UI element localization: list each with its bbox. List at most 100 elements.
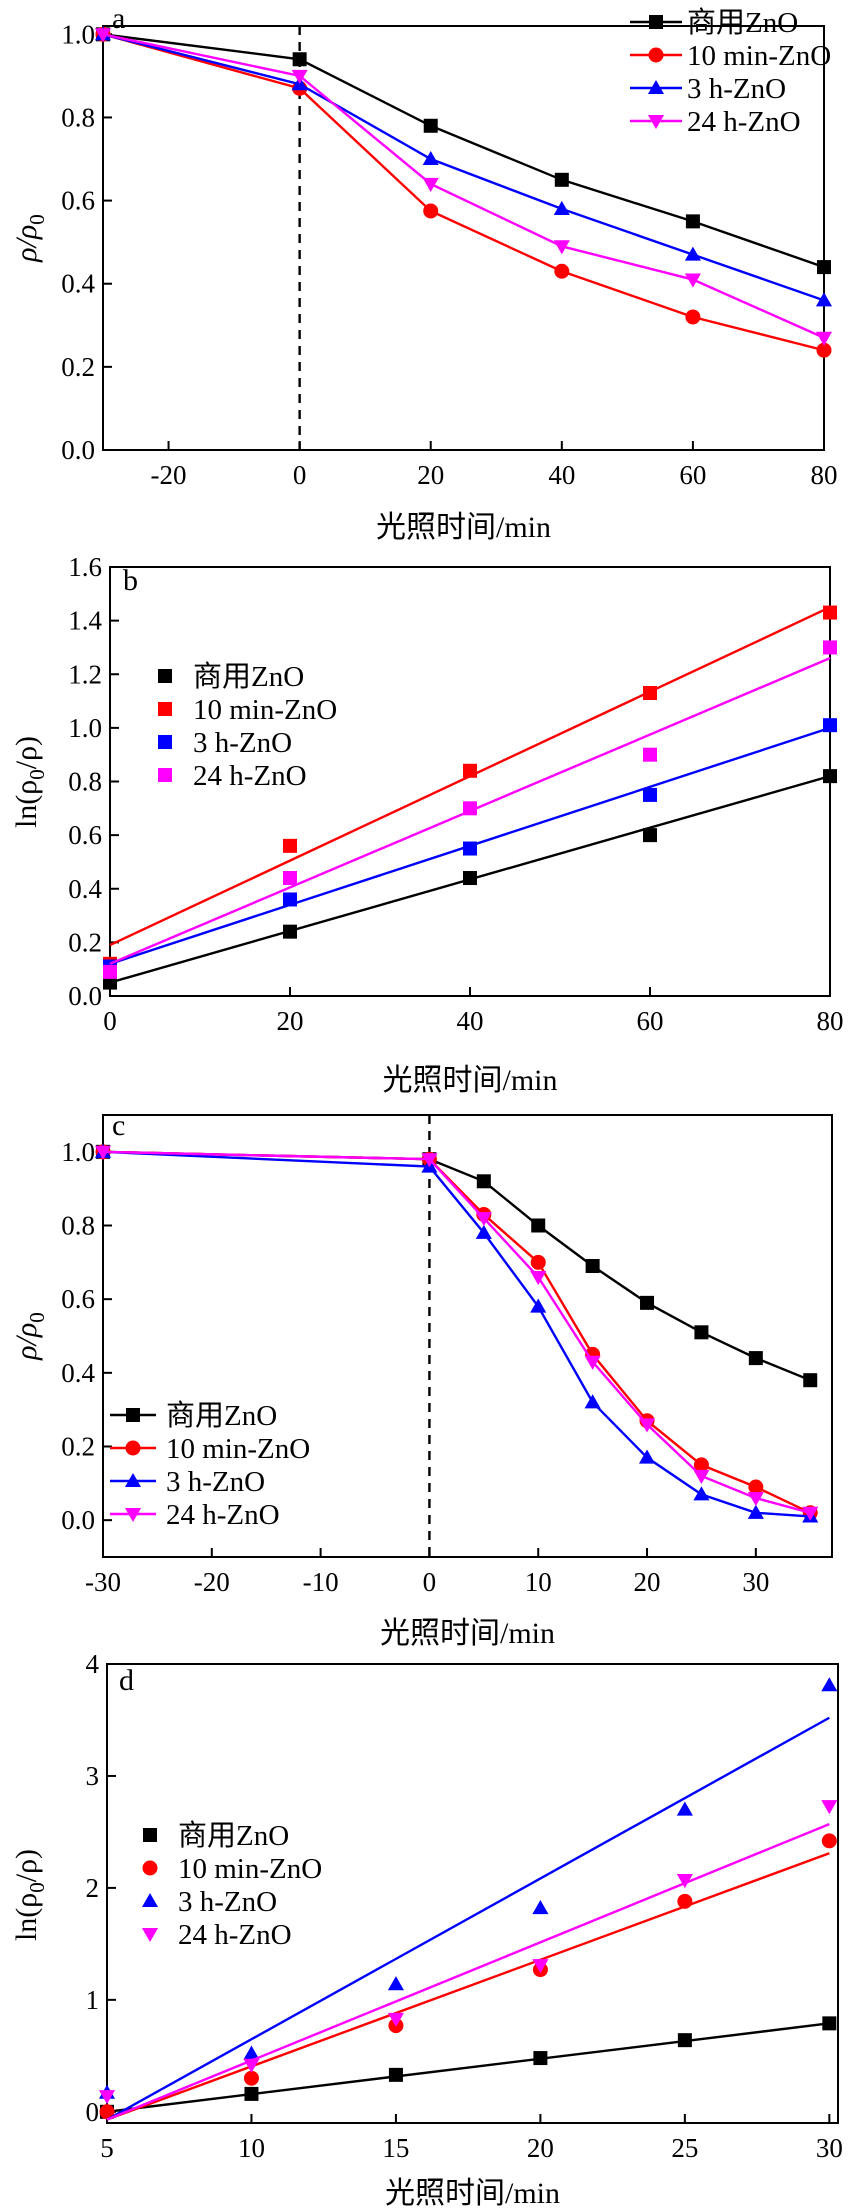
y-tick-label: 0.2	[68, 927, 102, 957]
data-point	[244, 2086, 259, 2101]
legend-label: 商用ZnO	[178, 1819, 289, 1852]
data-point	[103, 975, 117, 990]
data-point	[815, 292, 833, 307]
legend-label: 3 h-ZnO	[178, 1886, 277, 1918]
y-tick-label: 0.0	[61, 1505, 95, 1535]
data-point	[676, 1801, 693, 1816]
series-3	[94, 1145, 819, 1521]
data-point	[125, 1440, 141, 1456]
y-axis-label-main: ρ/ρ	[10, 1323, 43, 1361]
legend-label: 商用ZnO	[687, 6, 798, 39]
chart-panel-b: 0 20 40 60 80 0.0 0.2 0.4 0.6 0.8 1.0 1.2 1.4 1.6 b 光照时…	[10, 552, 844, 1097]
fit-line	[106, 1716, 830, 2121]
legend-label: 10 min-ZnO	[166, 1433, 310, 1465]
data-point	[803, 1373, 818, 1388]
y-tick-label: 0.2	[61, 1432, 95, 1462]
y-tick-label: 0.4	[61, 1358, 95, 1388]
data-point	[823, 605, 837, 620]
y-tick-label: 0.8	[68, 767, 102, 797]
x-tick-label: 40	[457, 1006, 484, 1036]
data-point	[647, 114, 665, 130]
legend-label: 3 h-ZnO	[166, 1466, 265, 1498]
y-tick-label: 0.6	[61, 186, 95, 216]
data-point	[141, 1927, 159, 1943]
data-point	[693, 1457, 709, 1473]
y-axis-label-main: ρ/ρ	[10, 225, 43, 263]
y-axis-label: ρ/ρ0	[10, 214, 49, 263]
data-point	[463, 841, 477, 856]
x-axis-label: 光照时间/min	[382, 1064, 557, 1097]
data-point	[747, 1504, 764, 1519]
y-axis-label-post: /ρ)	[10, 1849, 43, 1882]
data-point	[584, 1355, 601, 1370]
x-tick-label: -20	[151, 460, 187, 490]
series-0	[100, 2016, 837, 2119]
data-point	[821, 1677, 838, 1692]
y-tick-label: 2	[86, 1873, 100, 1903]
data-point	[748, 1479, 764, 1495]
x-tick-label: 20	[527, 2133, 554, 2163]
data-point	[463, 801, 477, 816]
x-tick-label: -20	[194, 1567, 230, 1597]
series-0	[96, 1144, 818, 1388]
x-tick-label: 60	[679, 460, 706, 490]
data-point	[677, 1893, 693, 1909]
legend-label: 商用ZnO	[166, 1399, 277, 1432]
data-point	[475, 1212, 492, 1227]
data-point	[530, 1254, 546, 1270]
data-point	[158, 735, 172, 749]
series-line	[102, 33, 825, 352]
data-point	[283, 838, 297, 853]
plot-frame	[102, 1114, 833, 1558]
data-point	[643, 828, 657, 843]
fit-line	[106, 1822, 830, 2121]
series-2	[98, 1677, 838, 2121]
data-point	[553, 240, 570, 255]
x-tick-label: 20	[634, 1567, 661, 1597]
data-point	[94, 1145, 112, 1160]
y-axis-label: ρ/ρ0	[10, 1312, 49, 1361]
data-point	[554, 263, 570, 279]
data-point	[243, 2045, 260, 2060]
data-point	[640, 1295, 655, 1310]
data-point	[816, 342, 832, 358]
legend-label: 10 min-ZnO	[687, 40, 831, 72]
y-tick-label: 1.0	[61, 19, 95, 49]
legend-label: 商用ZnO	[193, 660, 304, 693]
data-point	[643, 686, 657, 701]
data-point	[124, 1472, 142, 1488]
data-point	[99, 2104, 115, 2120]
data-point	[143, 1828, 157, 1842]
y-tick-label: 0.4	[61, 269, 95, 299]
data-point	[823, 718, 837, 733]
panel-label: d	[119, 1664, 134, 1697]
legend-label: 10 min-ZnO	[178, 1853, 322, 1885]
plot-frame	[102, 25, 825, 451]
data-point	[693, 1469, 710, 1485]
data-point	[158, 702, 172, 716]
data-point	[292, 52, 307, 67]
data-point	[142, 1860, 158, 1876]
x-tick-label: -10	[303, 1567, 339, 1597]
fit-line	[106, 1852, 830, 2121]
series-3	[103, 640, 837, 979]
data-point	[748, 1351, 763, 1366]
data-point	[283, 892, 297, 907]
y-tick-label: 0.2	[61, 352, 95, 382]
data-point	[821, 1833, 837, 1849]
y-tick-label: 0.8	[61, 1211, 95, 1241]
data-point	[387, 1976, 404, 1991]
data-point	[423, 203, 439, 219]
y-axis-label-sub: 0	[25, 1882, 49, 1893]
data-point	[643, 787, 657, 802]
data-point	[677, 2033, 692, 2048]
data-point	[141, 1892, 159, 1908]
data-point	[476, 1174, 491, 1189]
data-point	[676, 1874, 693, 1889]
data-point	[647, 79, 665, 95]
data-point	[103, 964, 117, 979]
data-point	[283, 871, 297, 886]
chart-panel-c: -30 -20 -10 0 10 20 30 0.0 0.2 0.4 0.6 0.8 1.0 c 光照时间/…	[10, 1109, 833, 1650]
x-tick-label: 10	[238, 2133, 265, 2163]
